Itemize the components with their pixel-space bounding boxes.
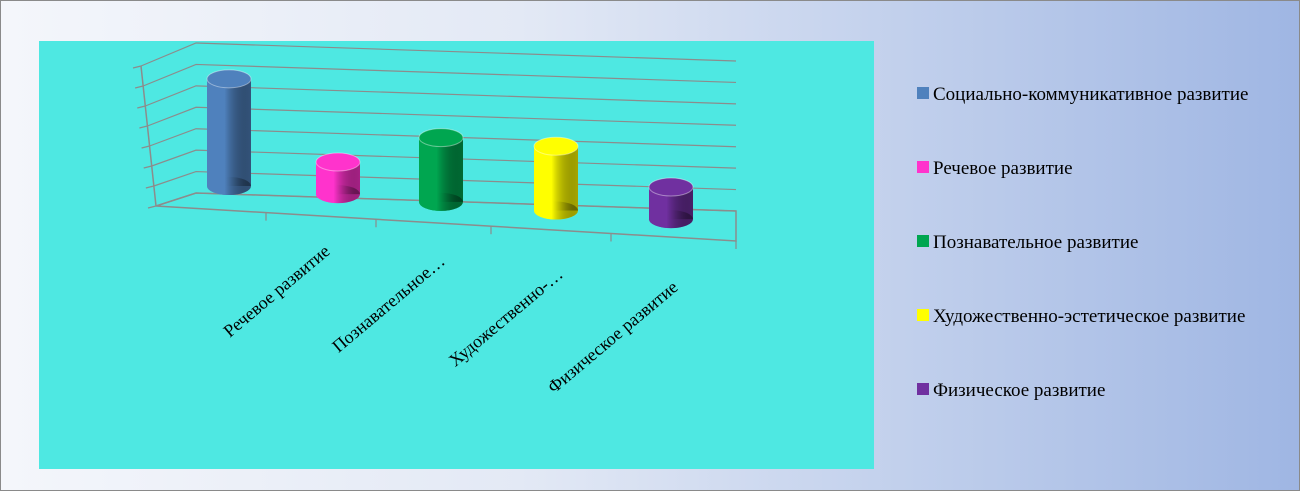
tick-mark <box>141 145 150 149</box>
tick-mark <box>137 105 146 109</box>
tick-mark <box>143 165 152 169</box>
tick-mark <box>139 125 148 129</box>
bar-shade <box>534 146 578 211</box>
tick-mark <box>134 85 144 89</box>
legend-item: Речевое развитие <box>917 155 1297 182</box>
bar-shade <box>419 192 463 211</box>
bar-shade <box>207 177 251 195</box>
bar-top <box>533 136 579 156</box>
legend-swatch <box>917 235 929 247</box>
bar-shade <box>316 185 360 204</box>
grid-line <box>140 42 737 67</box>
axis <box>140 65 157 207</box>
tick-mark <box>132 65 142 69</box>
legend-item: Художественно-эстетическое развитие <box>917 303 1297 330</box>
legend-label: Социально-коммуникативное развитие <box>933 84 1249 105</box>
bar-shade <box>207 78 251 186</box>
tick-mark <box>145 185 155 189</box>
legend-item: Познавательное развитие <box>917 229 1297 256</box>
legend-swatch <box>917 87 929 99</box>
legend-item: Физическое развитие <box>917 377 1297 404</box>
legend-label: Физическое развитие <box>933 380 1106 401</box>
bar-shade <box>649 210 693 229</box>
grid-line <box>145 85 737 107</box>
bar-shade <box>419 137 463 202</box>
bar-top <box>315 152 361 172</box>
bar-top <box>418 128 464 148</box>
plot-background <box>39 41 874 469</box>
tick-mark <box>147 205 157 209</box>
legend-swatch <box>917 383 929 395</box>
bar-top <box>206 69 252 89</box>
legend-label: Художественно-эстетическое развитие <box>933 306 1246 327</box>
grid-line <box>147 106 737 127</box>
legend-item: Социально-коммуникативное развитие <box>917 81 1297 108</box>
legend-swatch <box>917 161 929 173</box>
bar-top <box>648 177 694 197</box>
legend-swatch <box>917 309 929 321</box>
bar-shade <box>534 201 578 220</box>
grid-line <box>142 63 737 87</box>
legend-label: Познавательное развитие <box>933 232 1139 253</box>
legend-label: Речевое развитие <box>933 158 1073 179</box>
